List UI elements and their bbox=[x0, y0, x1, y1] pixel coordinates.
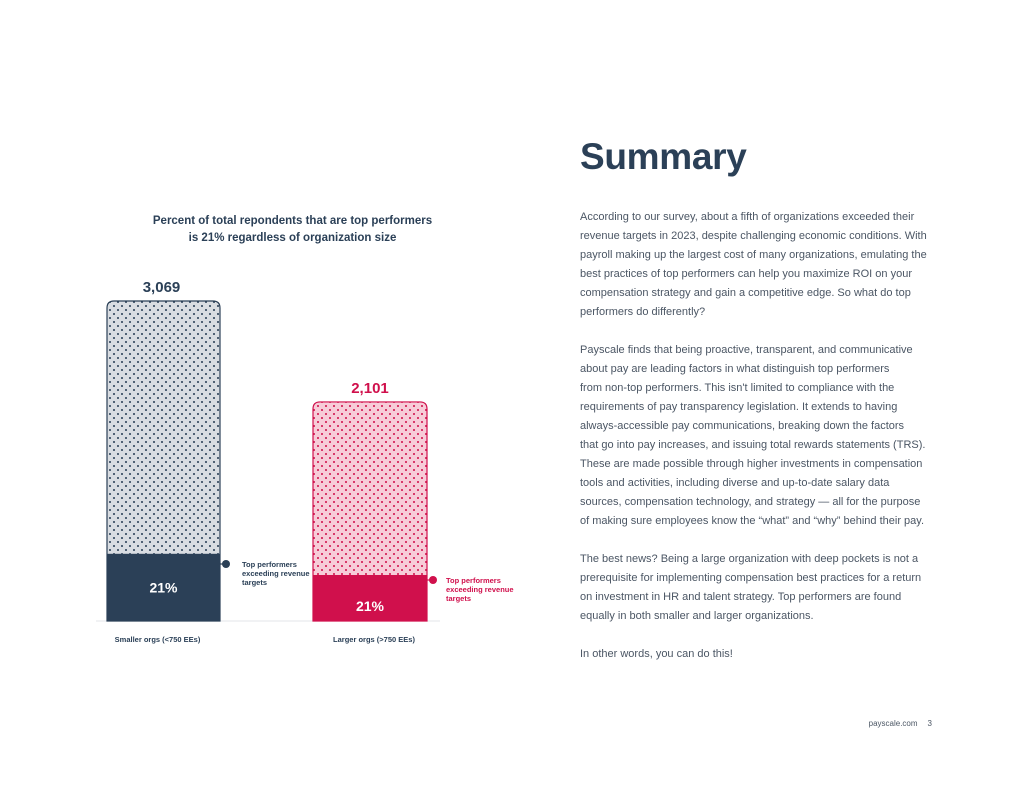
bar-total-respondents bbox=[312, 401, 428, 622]
page-footer: payscale.com 3 bbox=[869, 719, 932, 728]
annotation-text: exceeding revenue bbox=[242, 569, 310, 578]
summary-line: of making sure employees know the “what”… bbox=[580, 515, 925, 527]
x-tick-label: Larger orgs (>750 EEs) bbox=[333, 635, 415, 644]
data-label-total: 3,069 bbox=[143, 279, 181, 296]
data-label-percent: 21% bbox=[356, 598, 385, 614]
summary-paragraph: In other words, you can do this! bbox=[580, 645, 940, 664]
annotation-text: Top performers bbox=[242, 560, 297, 569]
summary-line: performers do differently? bbox=[580, 306, 706, 318]
annotation-text: targets bbox=[242, 578, 267, 587]
summary-line: that go into pay increases, and issuing … bbox=[580, 439, 926, 451]
summary-line: always-accessible pay communications, br… bbox=[580, 420, 905, 432]
x-tick-label: Smaller orgs (<750 EEs) bbox=[115, 635, 201, 644]
summary-line: According to our survey, about a fifth o… bbox=[580, 211, 915, 223]
summary-line: equally in both smaller and larger organ… bbox=[580, 610, 814, 622]
summary-line: requirements of pay transparency legisla… bbox=[580, 401, 898, 413]
bar-total-respondents bbox=[106, 300, 221, 622]
chart-title-line: is 21% regardless of organization size bbox=[188, 232, 397, 244]
footer-page-number: 3 bbox=[927, 719, 932, 728]
summary-line: best practices of top performers can hel… bbox=[580, 268, 912, 280]
summary-body: According to our survey, about a fifth o… bbox=[580, 208, 940, 683]
summary-line: compensation strategy and gain a competi… bbox=[580, 287, 911, 299]
page-title: Summary bbox=[580, 136, 747, 177]
summary-line: from non-top performers. This isn't limi… bbox=[580, 382, 895, 394]
data-label-total: 2,101 bbox=[351, 380, 389, 397]
annotation-text: exceeding revenue bbox=[446, 585, 514, 594]
summary-paragraph: The best news? Being a large organizatio… bbox=[580, 550, 940, 626]
annotation-text: Top performers bbox=[446, 576, 501, 585]
summary-paragraph: Payscale finds that being proactive, tra… bbox=[580, 341, 940, 531]
summary-line: about pay are leading factors in what di… bbox=[580, 363, 890, 375]
summary-line: payroll making up the largest cost of ma… bbox=[580, 249, 927, 261]
summary-line: on investment in HR and talent strategy.… bbox=[580, 591, 902, 603]
data-label-percent: 21% bbox=[149, 579, 178, 595]
summary-line: Payscale finds that being proactive, tra… bbox=[580, 344, 913, 356]
chart-title-line: Percent of total repondents that are top… bbox=[152, 215, 433, 227]
summary-line: In other words, you can do this! bbox=[580, 648, 733, 660]
summary-line: The best news? Being a large organizatio… bbox=[580, 553, 919, 565]
chart-title: Percent of total repondents that are top… bbox=[120, 213, 465, 247]
bar-top-performers bbox=[107, 553, 220, 621]
bar-top-performers bbox=[313, 574, 427, 621]
summary-line: revenue targets in 2023, despite challen… bbox=[580, 230, 927, 242]
footer-site: payscale.com bbox=[868, 719, 918, 728]
summary-paragraph: According to our survey, about a fifth o… bbox=[580, 208, 940, 322]
summary-line: prerequisite for implementing compensati… bbox=[580, 572, 922, 584]
summary-line: sources, compensation technology, and st… bbox=[580, 496, 921, 508]
summary-line: tools and activities, including diverse … bbox=[580, 477, 890, 489]
summary-line: These are made possible through higher i… bbox=[580, 458, 923, 470]
annotation-text: targets bbox=[446, 594, 471, 603]
annotation-marker bbox=[222, 560, 230, 568]
annotation-marker bbox=[429, 576, 437, 584]
